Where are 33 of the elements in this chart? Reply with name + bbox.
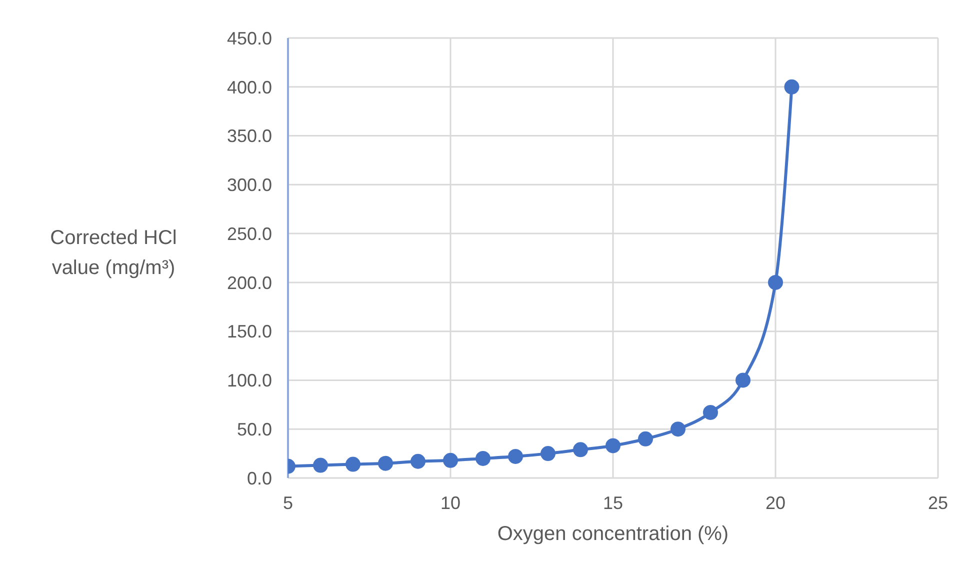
point — [768, 274, 783, 290]
x-tick-label: 20 — [765, 492, 786, 513]
point — [540, 446, 556, 462]
y-tick-label: 450.0 — [226, 28, 272, 48]
x-axis-title: Oxygen concentration (%) — [497, 523, 729, 545]
x-tick-label: 10 — [440, 492, 461, 513]
y-tick-label: 0.0 — [246, 468, 272, 488]
point — [573, 442, 588, 458]
x-tick-label: 15 — [602, 492, 624, 513]
point — [736, 372, 750, 388]
y-tick-label: 50.0 — [236, 420, 272, 440]
point — [410, 454, 426, 469]
x-tick-label: 5 — [282, 492, 294, 513]
y-tick-label: 100.0 — [226, 370, 272, 391]
point — [476, 450, 490, 466]
point — [378, 456, 393, 471]
y-tick-label: 350.0 — [226, 126, 272, 146]
y-tick-label: 250.0 — [226, 224, 272, 244]
point — [508, 448, 523, 464]
y-tick-label: 150.0 — [226, 322, 272, 342]
point — [346, 456, 360, 472]
y-tick-label: 400.0 — [226, 77, 272, 98]
x-tick-label: 25 — [928, 492, 948, 513]
point — [443, 452, 458, 468]
y-axis-title: Corrected HCl value (mg/m³) — [49, 226, 178, 281]
point — [670, 422, 686, 437]
point — [638, 431, 653, 446]
point — [313, 458, 328, 473]
point — [784, 79, 800, 94]
point — [606, 438, 620, 454]
point — [703, 404, 718, 420]
y-tick-label: 200.0 — [226, 272, 272, 293]
y-tick-label: 300.0 — [226, 175, 272, 196]
